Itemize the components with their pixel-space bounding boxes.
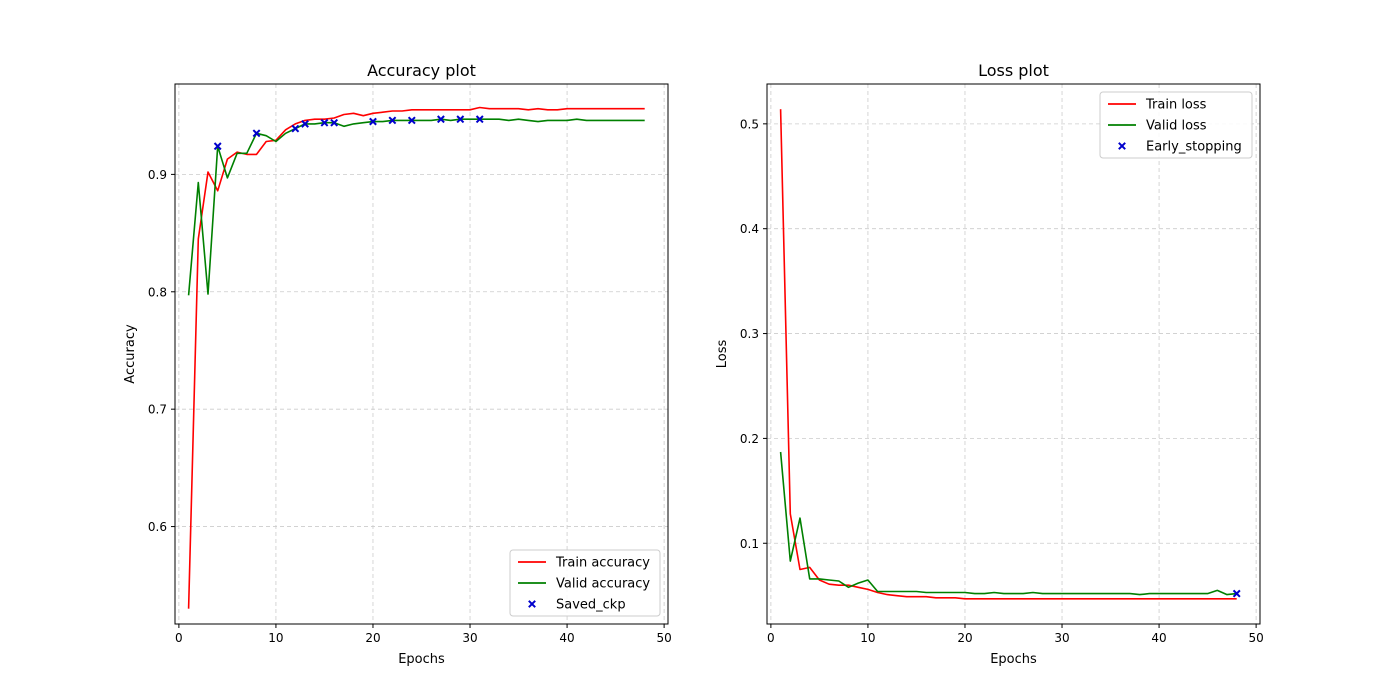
loss-legend-early-stopping-marker	[1118, 142, 1126, 150]
loss-y-tick-label: 0.5	[740, 117, 759, 131]
accuracy-saved-ckp-point	[320, 118, 329, 127]
loss-x-tick-label: 30	[1054, 631, 1069, 645]
accuracy-x-tick-label: 50	[656, 631, 671, 645]
loss-valid-loss-line	[779, 451, 1237, 596]
accuracy-saved-ckp-point	[369, 117, 377, 126]
loss-x-tick-label: 10	[860, 631, 875, 645]
loss-y-tick-label: 0.3	[740, 327, 759, 341]
loss-legend-early-stopping-label: Early_stopping	[1146, 140, 1242, 155]
accuracy-x-tick-label: 20	[365, 631, 380, 645]
loss-x-tick-label: 0	[767, 631, 775, 645]
accuracy-y-tick-label: 0.9	[148, 168, 167, 182]
accuracy-x-axis-label: Epochs	[398, 652, 445, 667]
accuracy-x-tick-label: 30	[462, 631, 477, 645]
accuracy-saved-ckp-point	[475, 115, 484, 124]
accuracy-saved-ckp-point	[407, 116, 416, 125]
accuracy-axes-frame	[174, 83, 669, 625]
accuracy-saved-ckp-point	[456, 115, 465, 124]
loss-y-tick-label: 0.1	[740, 537, 759, 551]
accuracy-saved-ckp-point	[330, 118, 339, 127]
loss-legend: Train loss Valid loss Early_stopping	[1099, 91, 1253, 159]
accuracy-legend-valid-accuracy-label: Valid accuracy	[556, 577, 650, 592]
accuracy-legend-train-accuracy-label: Train accuracy	[555, 556, 650, 571]
accuracy-valid-accuracy-line	[187, 118, 645, 296]
loss-legend-box	[1099, 91, 1253, 159]
accuracy-y-tick-label: 0.6	[148, 520, 167, 534]
accuracy-y-tick-label: 0.8	[148, 285, 167, 299]
loss-y-axis-label: Loss	[715, 340, 730, 369]
loss-axes-frame	[766, 83, 1261, 625]
accuracy-legend: Train accuracy Valid accuracy Saved_ckp	[509, 549, 661, 617]
accuracy-train-accuracy-line	[187, 106, 645, 609]
accuracy-saved-ckp-point	[291, 124, 300, 133]
accuracy-legend-box	[509, 549, 661, 617]
loss-x-tick-label: 20	[957, 631, 972, 645]
accuracy-legend-saved-ckp-marker	[528, 600, 536, 608]
accuracy-saved-ckp-point	[252, 129, 261, 138]
loss-x-tick-label: 40	[1151, 631, 1166, 645]
accuracy-plot-title: Accuracy plot	[367, 61, 476, 80]
loss-legend-valid-loss-label: Valid loss	[1146, 119, 1207, 134]
accuracy-legend-saved-ckp-label: Saved_ckp	[556, 598, 626, 613]
accuracy-y-tick-label: 0.7	[148, 403, 167, 417]
loss-plot-title: Loss plot	[978, 61, 1049, 80]
loss-y-tick-label: 0.2	[740, 432, 759, 446]
loss-legend-train-loss-label: Train loss	[1145, 98, 1207, 113]
loss-plot-panel: Loss plot Epochs Loss 0 10 20 30 40 50 0.1 0.2 0…	[715, 61, 1264, 667]
accuracy-x-tick-label: 10	[268, 631, 283, 645]
accuracy-saved-ckp-point	[437, 115, 445, 124]
loss-early-stopping-point	[1232, 589, 1241, 598]
loss-x-axis-label: Epochs	[990, 652, 1037, 667]
loss-y-tick-label: 0.4	[740, 222, 759, 236]
loss-x-tick-label: 50	[1248, 631, 1263, 645]
accuracy-plot-panel: Accuracy plot Epochs Accuracy 0 10 20 30 40 5…	[123, 61, 672, 667]
accuracy-saved-ckp-point	[301, 120, 309, 128]
accuracy-x-tick-label: 40	[559, 631, 574, 645]
accuracy-saved-ckp-point	[388, 116, 397, 125]
accuracy-saved-ckp-point	[213, 142, 222, 151]
loss-train-loss-line	[779, 109, 1237, 600]
accuracy-y-axis-label: Accuracy	[123, 324, 138, 384]
accuracy-x-tick-label: 0	[175, 631, 183, 645]
